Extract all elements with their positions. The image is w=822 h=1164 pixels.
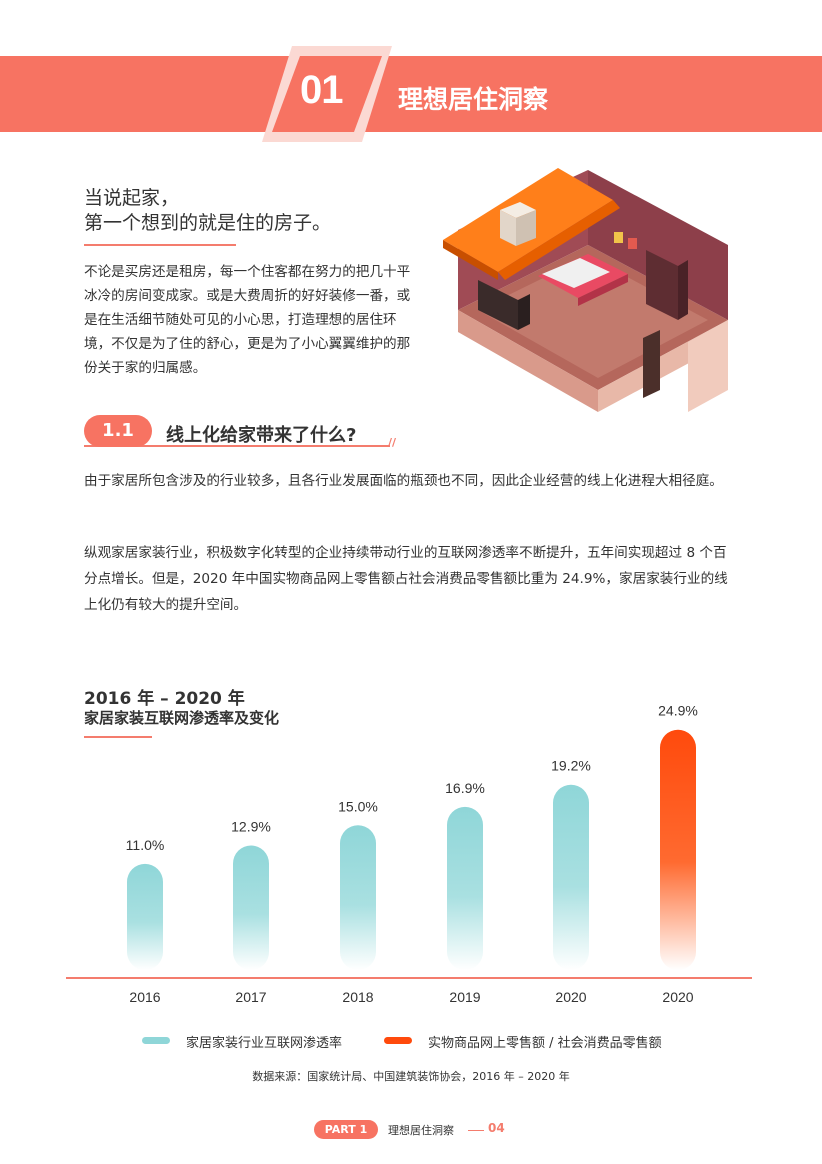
footer-section-label: 理想居住洞察 xyxy=(388,1124,454,1137)
bar-2020-retail xyxy=(660,729,696,970)
value-label: 24.9% xyxy=(658,703,698,719)
x-tick-label: 2019 xyxy=(449,989,480,1005)
intro-body: 不论是买房还是租房，每一个住客都在努力的把几十平冰冷的房间变成家。或是大费周折的… xyxy=(84,264,411,376)
paragraph-1: 由于家居所包含涉及的行业较多，且各行业发展面临的瓶颈也不同，因此企业经营的线上化… xyxy=(84,473,723,489)
bar-chart: 11.0% 2016 12.9% 2017 15.0% 2018 16.9% 2019 19.2… xyxy=(66,703,752,1005)
chart-title: 2016 年 – 2020 年 xyxy=(84,689,245,709)
value-label: 19.2% xyxy=(551,758,591,774)
legend-swatch-teal xyxy=(142,1037,170,1044)
section-title: 理想居住洞察 xyxy=(398,85,549,114)
bar-2018 xyxy=(340,825,376,970)
bar-2016 xyxy=(127,863,163,970)
chart-subtitle: 家居家装互联网渗透率及变化 xyxy=(84,709,280,727)
footer-part-pill: PART 1 xyxy=(314,1120,378,1139)
legend-swatch-orange xyxy=(384,1037,412,1044)
x-tick-label: 2020 xyxy=(662,989,693,1005)
section-number: 01 xyxy=(300,68,344,112)
intro-heading-line1: 当说起家， xyxy=(84,187,180,209)
value-label: 16.9% xyxy=(445,780,485,796)
value-label: 15.0% xyxy=(338,798,378,814)
x-axis xyxy=(66,977,752,979)
bar-2020 xyxy=(553,784,589,970)
data-source: 数据来源：国家统计局、中国建筑装饰协会，2016 年 – 2020 年 xyxy=(252,1070,570,1083)
section-number-block xyxy=(262,46,392,142)
x-tick-label: 2016 xyxy=(129,989,160,1005)
intro-heading: 当说起家， 第一个想到的就是住的房子。 xyxy=(84,186,331,236)
subsection-mark: // xyxy=(388,436,397,449)
value-label: 11.0% xyxy=(126,837,165,853)
page-number: 04 xyxy=(488,1121,505,1135)
x-tick-label: 2017 xyxy=(235,989,266,1005)
paragraph-2: 纵观家居家装行业，积极数字化转型的企业持续带动行业的互联网渗透率不断提升，五年间… xyxy=(84,545,728,613)
legend-label-teal: 家居家装行业互联网渗透率 xyxy=(186,1036,343,1051)
subsection-underline xyxy=(84,445,390,447)
footer-dash xyxy=(468,1130,484,1131)
bar-2017 xyxy=(233,845,269,970)
intro-heading-line2: 第一个想到的就是住的房子。 xyxy=(84,212,332,234)
house-illustration xyxy=(443,168,728,412)
subsection-title: 线上化给家带来了什么? xyxy=(166,425,357,446)
chart-title-underline xyxy=(84,736,152,738)
x-tick-label: 2018 xyxy=(342,989,373,1005)
bar-2019 xyxy=(447,806,483,970)
subsection-number-pill: 1.1 xyxy=(84,415,152,447)
x-tick-label: 2020 xyxy=(555,989,586,1005)
value-label: 12.9% xyxy=(231,819,271,835)
legend-label-orange: 实物商品网上零售额 / 社会消费品零售额 xyxy=(428,1036,662,1051)
section-banner xyxy=(0,56,822,132)
intro-underline xyxy=(84,244,236,246)
